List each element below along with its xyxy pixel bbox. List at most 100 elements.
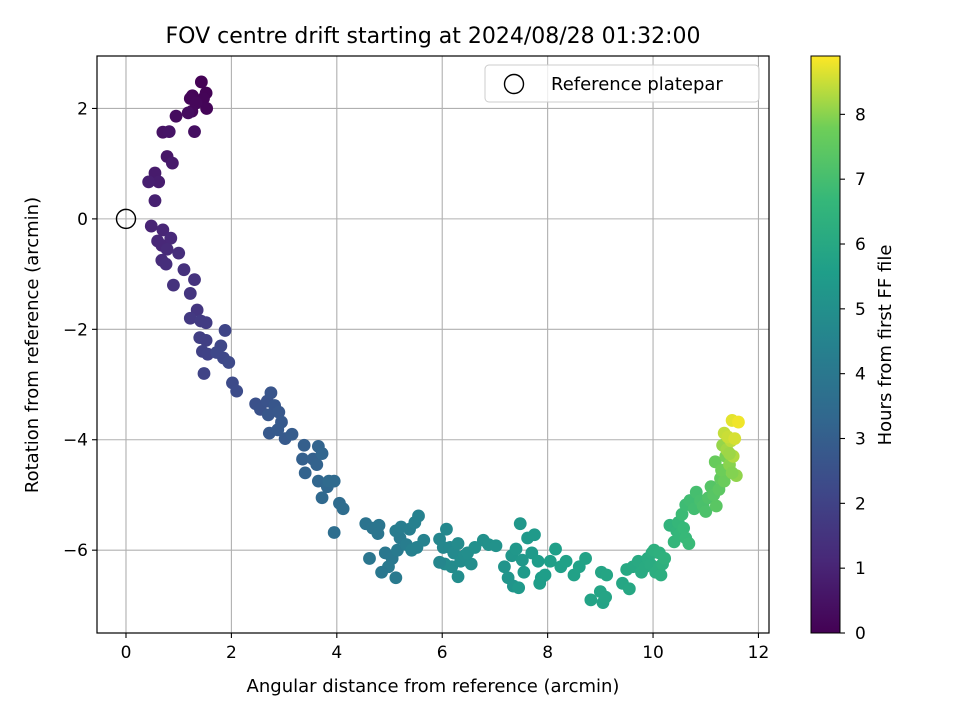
legend-entry-label: Reference platepar (551, 74, 723, 95)
colorbar-tick-label: 0 (855, 624, 866, 644)
data-point (677, 521, 691, 535)
data-point (315, 447, 329, 460)
colorbar-label: Hours from first FF file (875, 245, 896, 446)
data-point (371, 527, 385, 541)
data-point (717, 474, 731, 488)
x-tick-label: 10 (642, 643, 664, 663)
data-point (433, 555, 446, 569)
data-point (709, 499, 723, 513)
data-point (543, 554, 557, 568)
data-point (417, 533, 431, 547)
data-point (172, 246, 186, 260)
data-point (600, 568, 614, 582)
data-point (489, 539, 503, 553)
y-axis-label: Rotation from reference (arcmin) (22, 197, 43, 493)
colorbar-tick-label: 2 (855, 494, 866, 514)
data-point (451, 537, 465, 550)
data-point (271, 423, 285, 437)
data-point (165, 156, 179, 170)
data-point (654, 568, 668, 582)
legend: Reference platepar (484, 64, 760, 103)
data-point (199, 333, 213, 347)
axes: 0 2 4 6 8 10 12 −6 −4 −2 0 2 (63, 55, 770, 663)
data-point (464, 557, 478, 571)
data-point (363, 552, 376, 565)
data-point (261, 408, 275, 422)
colorbar-tick-label: 1 (855, 559, 866, 579)
colorbar-tick-label: 3 (855, 430, 866, 450)
data-point (152, 175, 166, 189)
data-point (327, 474, 341, 488)
data-point (440, 522, 453, 536)
x-tick-label: 0 (121, 643, 132, 663)
data-point (699, 505, 713, 518)
data-point (725, 466, 739, 480)
x-tick-label: 6 (437, 643, 448, 663)
data-point (559, 554, 573, 568)
data-point (468, 541, 482, 554)
data-point (389, 571, 403, 585)
x-axis-label: Angular distance from reference (arcmin) (247, 676, 620, 697)
colorbar-tick-label: 6 (855, 235, 866, 255)
x-tick-label: 4 (331, 643, 342, 663)
data-point (183, 287, 197, 300)
data-point (533, 576, 547, 590)
data-points (115, 75, 745, 610)
x-tick-label: 12 (748, 643, 770, 663)
plot-frame (96, 55, 770, 634)
legend-frame (484, 64, 760, 103)
data-point (162, 125, 176, 139)
data-point (272, 405, 286, 419)
x-tick-label: 8 (542, 643, 553, 663)
data-point (197, 367, 211, 380)
data-point (584, 593, 598, 607)
data-point (164, 231, 178, 245)
data-point (177, 263, 191, 277)
data-point (142, 175, 156, 189)
data-point (296, 452, 309, 466)
y-tick-label: −2 (63, 320, 88, 340)
data-point (531, 554, 545, 568)
data-point (200, 102, 214, 115)
colorbar-ticks: 0 1 2 3 4 5 6 7 8 (840, 105, 866, 644)
chart-title: FOV centre drift starting at 2024/08/28 … (166, 24, 701, 49)
data-point (310, 458, 324, 471)
y-tick-label: 0 (77, 210, 88, 230)
data-point (199, 316, 213, 330)
data-point (156, 223, 170, 237)
data-point (218, 324, 232, 337)
data-point (336, 502, 350, 516)
data-point (658, 552, 672, 565)
data-point (622, 582, 636, 596)
y-tick-label: −6 (63, 541, 88, 561)
reference-point (115, 208, 137, 230)
data-point (375, 565, 389, 579)
data-point (509, 542, 523, 556)
colorbar-tick-label: 5 (855, 300, 866, 320)
colorbar: 0 1 2 3 4 5 6 7 8 Hours from first FF file (810, 55, 896, 644)
colorbar-gradient (810, 55, 841, 634)
data-point (160, 242, 174, 256)
data-point (579, 552, 592, 565)
data-point (167, 278, 180, 292)
y-tick-label: −4 (63, 431, 88, 451)
legend-marker-icon (503, 73, 525, 95)
data-point (297, 438, 311, 452)
colorbar-tick-label: 7 (855, 170, 866, 190)
data-point (528, 528, 541, 542)
data-point (210, 346, 224, 359)
data-point (512, 581, 526, 595)
data-point (169, 109, 183, 123)
data-point (412, 509, 425, 523)
colorbar-tick-label: 8 (855, 105, 866, 125)
data-point (513, 517, 527, 531)
colorbar-tick-label: 4 (855, 365, 866, 385)
data-point (285, 427, 299, 441)
data-point (549, 542, 562, 556)
data-point (264, 386, 278, 400)
x-tick-label: 2 (226, 643, 237, 663)
data-point (723, 447, 736, 460)
data-point (194, 75, 208, 89)
data-point (181, 106, 195, 120)
